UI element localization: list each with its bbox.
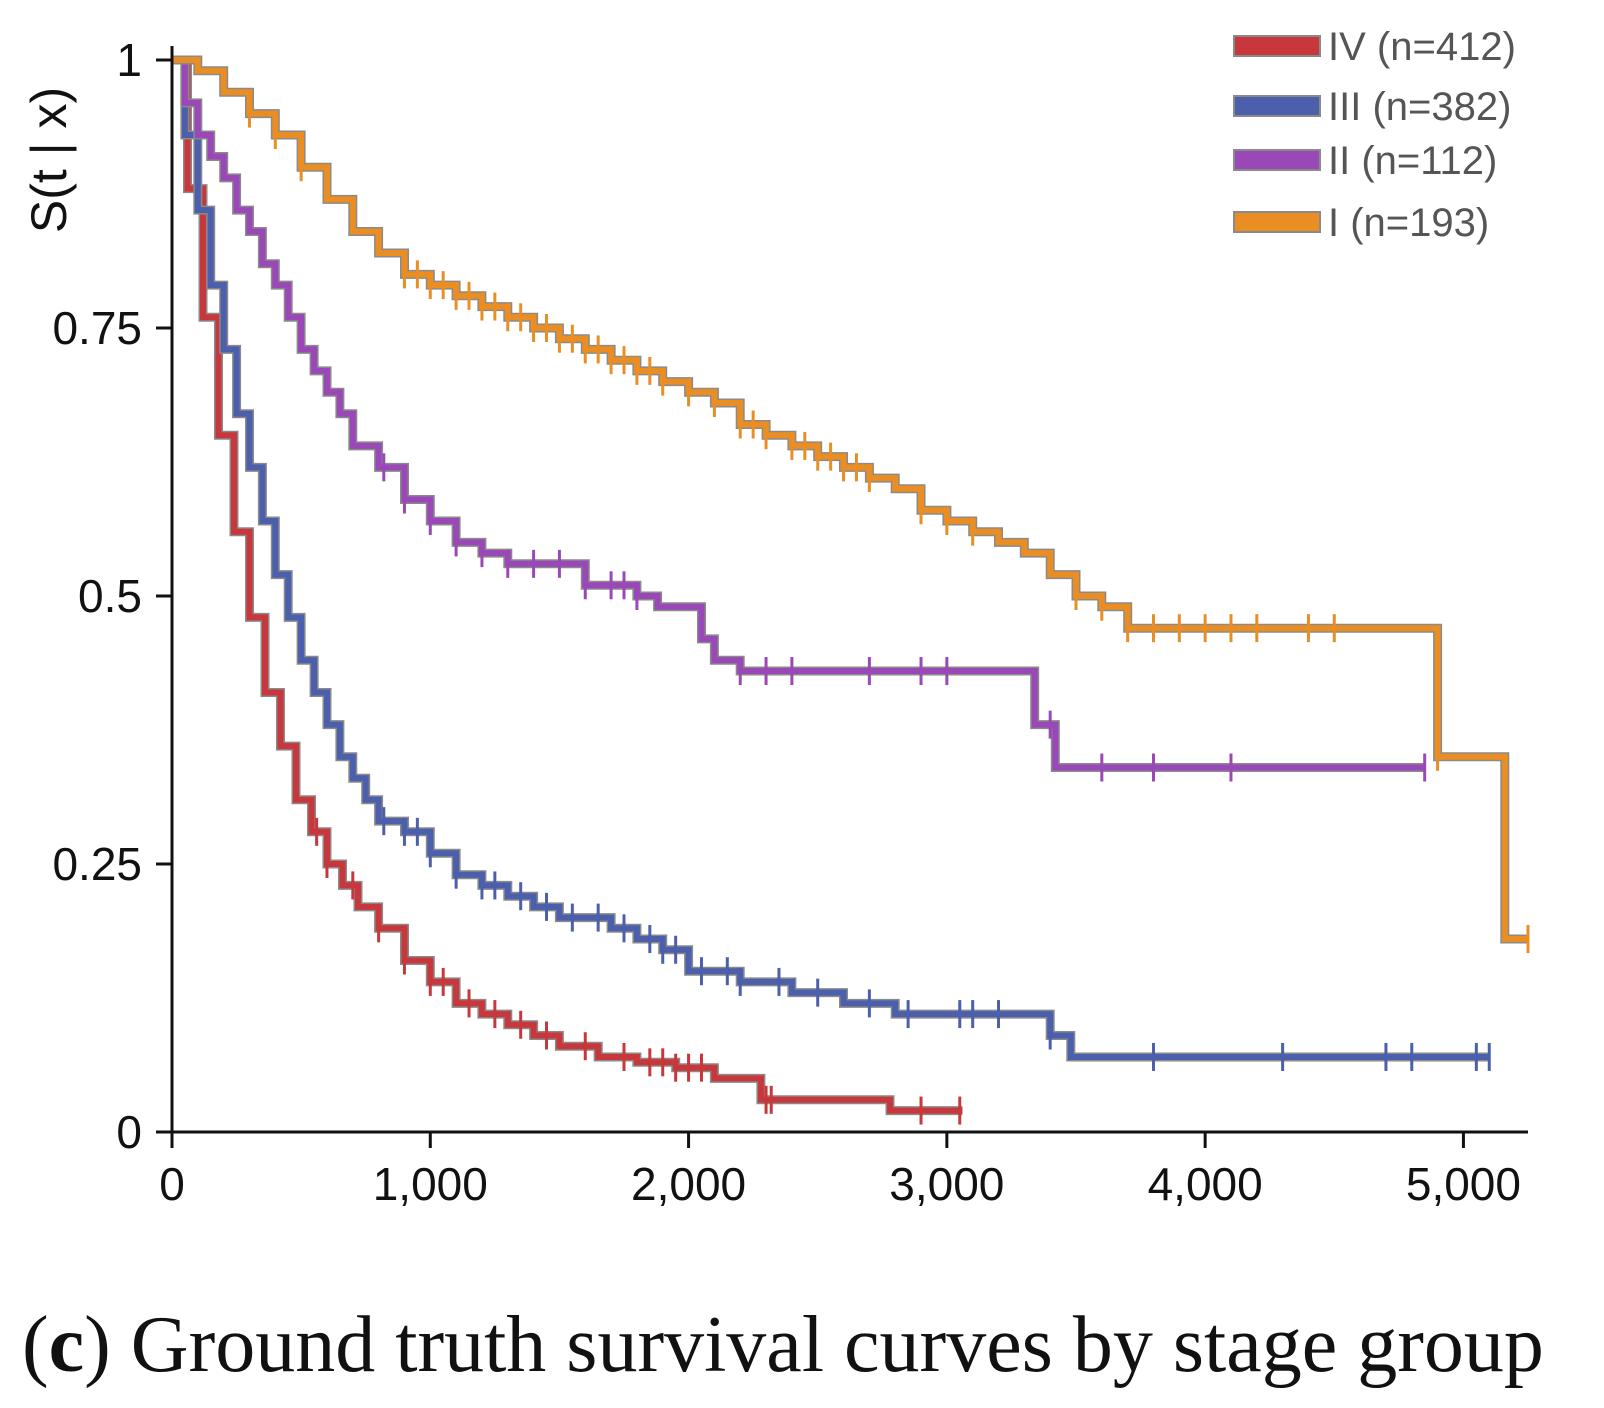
x-tick-label: 4,000: [1148, 1158, 1263, 1210]
legend: IV (n=412) III (n=382) II (n=112) I (n=193): [1233, 25, 1516, 245]
y-tick-label: 0.75: [52, 302, 142, 354]
x-tick-label: 3,000: [889, 1158, 1004, 1210]
legend-label: I (n=193): [1328, 201, 1489, 245]
legend-label: IV (n=412): [1328, 25, 1516, 69]
x-tick-label: 0: [159, 1158, 185, 1210]
y-tick-label: 0.5: [78, 570, 142, 622]
ticks: 0 1,000 2,000 3,000 4,000 5,000 0 0.25 0.5 0.75 1: [52, 34, 1521, 1210]
legend-swatch: [1233, 211, 1321, 233]
legend-swatch: [1233, 95, 1321, 117]
x-tick-label: 5,000: [1406, 1158, 1521, 1210]
legend-label: II (n=112): [1328, 139, 1497, 183]
y-axis-label: S(t | x): [21, 87, 77, 233]
legend-label: III (n=382): [1328, 85, 1511, 129]
series-group: [172, 55, 963, 1125]
series-line: [172, 57, 1425, 771]
figure-caption: (c) Ground truth survival curves by stag…: [22, 1301, 1544, 1389]
series-line: [172, 57, 1490, 1060]
x-tick-label: 2,000: [631, 1158, 746, 1210]
axes: [170, 46, 1528, 1134]
y-tick-label: 0.25: [52, 838, 142, 890]
legend-swatch: [1233, 35, 1321, 57]
survival-chart: 0 1,000 2,000 3,000 4,000 5,00000.250.50.751 …: [21, 25, 1530, 1210]
legend-swatch: [1233, 149, 1321, 171]
series-group: [172, 55, 1491, 1071]
caption-tag: c: [48, 1301, 85, 1389]
survival-curves: [172, 55, 1530, 1125]
x-tick-label: 1,000: [373, 1158, 488, 1210]
y-tick-label: 1: [116, 34, 142, 86]
caption-text: Ground truth survival curves by stage gr…: [130, 1301, 1544, 1389]
series-group: [172, 55, 1530, 954]
y-tick-label: 0: [116, 1106, 142, 1158]
series-group: [172, 55, 1427, 782]
